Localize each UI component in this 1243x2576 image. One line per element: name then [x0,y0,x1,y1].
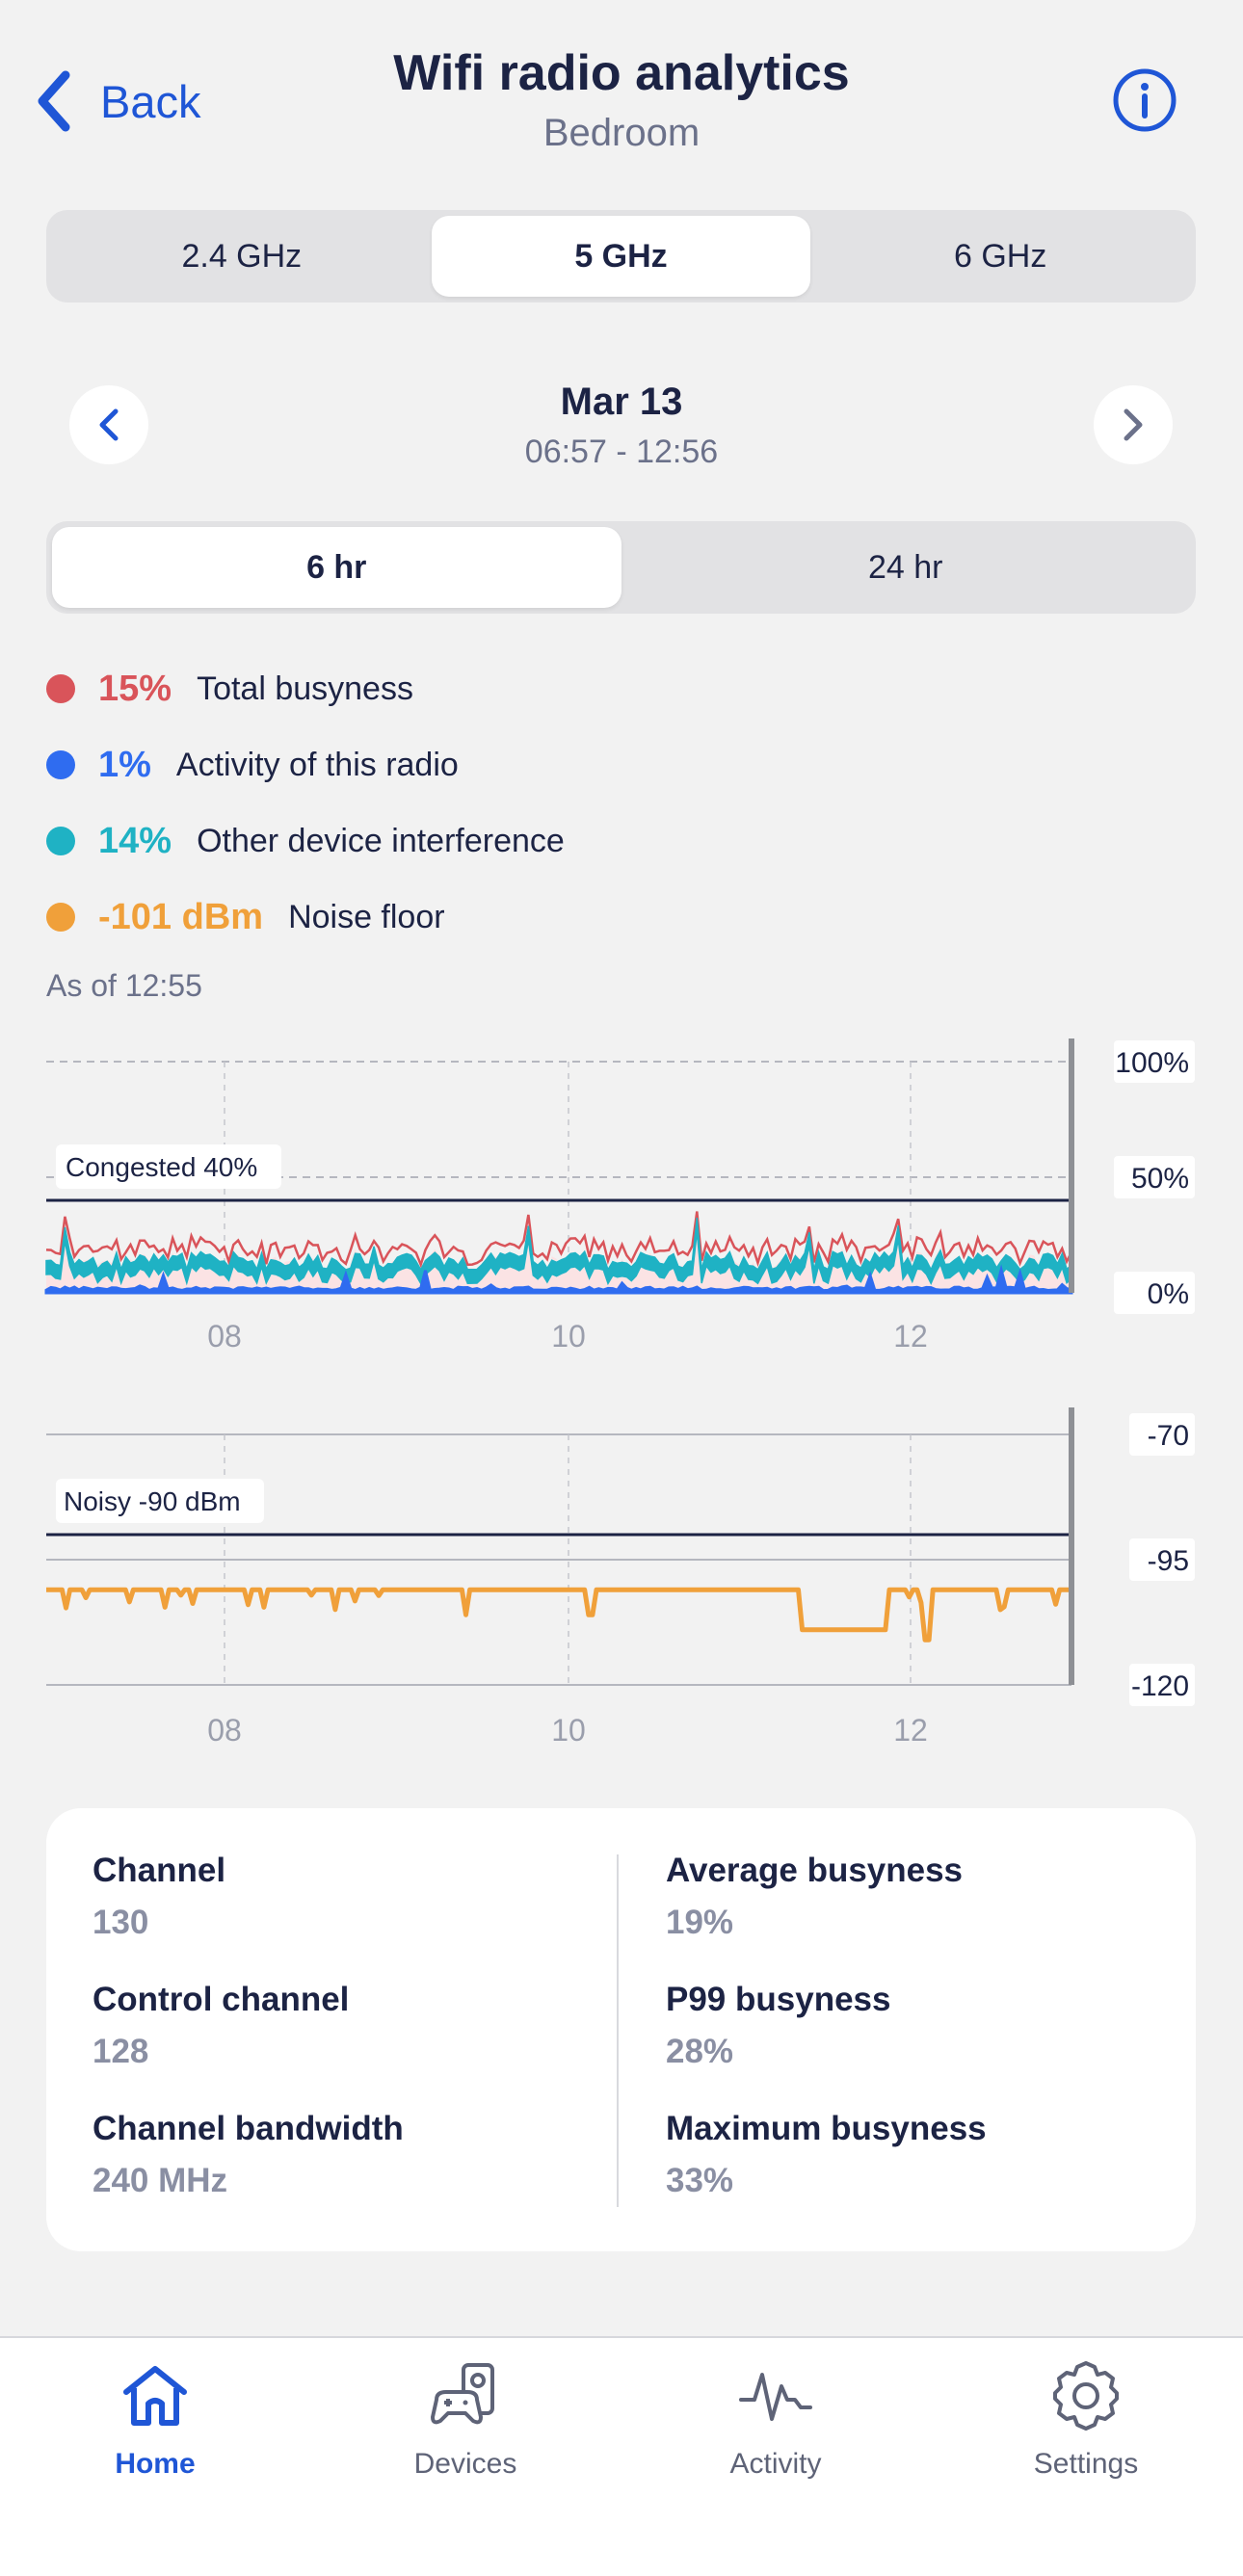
legend-interference: 14% Other device interference [46,817,565,865]
congested-threshold-label: Congested 40% [66,1152,257,1182]
legend-label: Other device interference [197,822,565,859]
tab-label: Activity [729,2448,822,2480]
date-label: Mar 13 [560,381,683,423]
page-title: Wifi radio analytics [393,45,850,101]
noisy-threshold-label: Noisy -90 dBm [64,1486,241,1516]
time-range-selector: 6 hr 24 hr [46,521,1196,614]
noise-floor-line [46,1587,1071,1643]
stat-label: Channel bandwidth [93,2110,404,2147]
time-range-label: 06:57 - 12:56 [524,434,719,470]
band-option-6ghz[interactable]: 6 GHz [954,237,1047,275]
x-tick-label: 08 [207,1319,242,1349]
as-of-label: As of 12:55 [46,968,202,1003]
total-busyness-line [45,1211,1073,1269]
y-tick-label: 50% [1131,1163,1189,1195]
tab-activity[interactable]: Activity [621,2357,931,2511]
stat-label: Average busyness [666,1852,964,1889]
range-option-24hr[interactable]: 24 hr [868,548,943,586]
radio-stats-card: Channel 130 Control channel 128 Channel … [46,1808,1196,2251]
stat-value: 33% [666,2162,734,2199]
legend-dot [46,903,75,932]
y-tick-label: -120 [1131,1670,1189,1702]
info-icon[interactable] [1112,67,1177,133]
gear-icon [1053,2361,1119,2431]
stat-p99-busyness: P99 busyness 28% [666,1981,890,2071]
back-label: Back [100,75,201,127]
x-tick-label: 12 [893,1319,928,1349]
stat-channel: Channel 130 [93,1852,225,1942]
tab-devices[interactable]: Devices [310,2357,621,2511]
stat-label: Maximum busyness [666,2110,987,2147]
next-date-button[interactable] [1094,385,1173,464]
legend-noise-floor: -101 dBm Noise floor [46,893,445,941]
threshold-label-bg [56,1479,264,1523]
activity-icon [739,2373,812,2421]
chevron-left-icon [38,70,70,132]
legend-radio-activity: 1% Activity of this radio [46,741,459,789]
back-button[interactable]: Back [35,67,201,135]
previous-date-button[interactable] [69,385,148,464]
band-option-5ghz[interactable]: 5 GHz [431,216,811,297]
y-tick-label-bg [1114,1156,1195,1198]
legend-value: -101 dBm [98,896,264,937]
card-divider [617,1854,619,2207]
legend-label: Total busyness [197,670,413,707]
threshold-label-bg [56,1144,281,1189]
legend-value: 15% [98,668,172,709]
stat-value: 240 MHz [93,2162,228,2199]
legend-dot [46,674,75,703]
devices-icon [431,2363,494,2425]
y-tick-label-bg [1129,1413,1195,1456]
tab-home[interactable]: Home [0,2357,310,2511]
x-tick-label: 10 [551,1713,586,1748]
y-tick-label: 100% [1115,1047,1189,1079]
stat-channel-bandwidth: Channel bandwidth 240 MHz [93,2110,404,2200]
y-tick-label: -70 [1148,1420,1189,1452]
radio-activity-area [44,1264,1073,1295]
range-option-6hr[interactable]: 6 hr [52,527,622,608]
stat-maximum-busyness: Maximum busyness 33% [666,2110,987,2200]
chevron-left-icon [99,408,119,441]
y-tick-label-bg [1129,1664,1195,1706]
tab-settings[interactable]: Settings [931,2357,1241,2511]
stat-average-busyness: Average busyness 19% [666,1852,963,1942]
tab-label: Settings [1033,2448,1139,2480]
legend-value: 1% [98,744,151,785]
noise-floor-chart[interactable]: Noisy -90 dBm -70 -95 -120 08 10 12 [0,1402,1243,1748]
y-tick-label: -95 [1148,1545,1189,1577]
tab-label: Devices [413,2448,517,2480]
stat-control-channel: Control channel 128 [93,1981,349,2071]
stat-value: 28% [666,2033,734,2070]
stat-label: Channel [93,1852,226,1889]
home-icon [123,2366,187,2426]
y-tick-label-bg [1129,1538,1195,1581]
x-tick-label: 10 [551,1319,586,1349]
page-subtitle: Bedroom [542,112,701,154]
legend-label: Activity of this radio [175,746,459,783]
stat-label: P99 busyness [666,1981,891,2018]
stat-value: 130 [93,1904,149,1941]
y-tick-label: 0% [1148,1278,1189,1310]
x-tick-label: 12 [893,1713,928,1748]
y-tick-label-bg [1114,1272,1195,1314]
tab-bar: Home Devices Activity Settings [0,2336,1243,2576]
legend-label: Noise floor [288,898,445,935]
band-selector: 2.4 GHz 5 GHz 6 GHz [46,210,1196,302]
stat-value: 128 [93,2033,149,2070]
stat-value: 19% [666,1904,734,1941]
chevron-right-icon [1124,408,1143,441]
stat-label: Control channel [93,1981,350,2018]
busyness-chart[interactable]: Congested 40% 100% 50% 0% 08 10 12 [0,1031,1243,1349]
legend-dot [46,750,75,779]
legend-value: 14% [98,820,172,861]
band-option-2-4ghz[interactable]: 2.4 GHz [181,237,303,275]
legend-dot [46,827,75,855]
y-tick-label-bg [1114,1040,1195,1083]
tab-label: Home [115,2448,196,2480]
legend-total-busyness: 15% Total busyness [46,665,413,713]
x-tick-label: 08 [207,1713,242,1748]
